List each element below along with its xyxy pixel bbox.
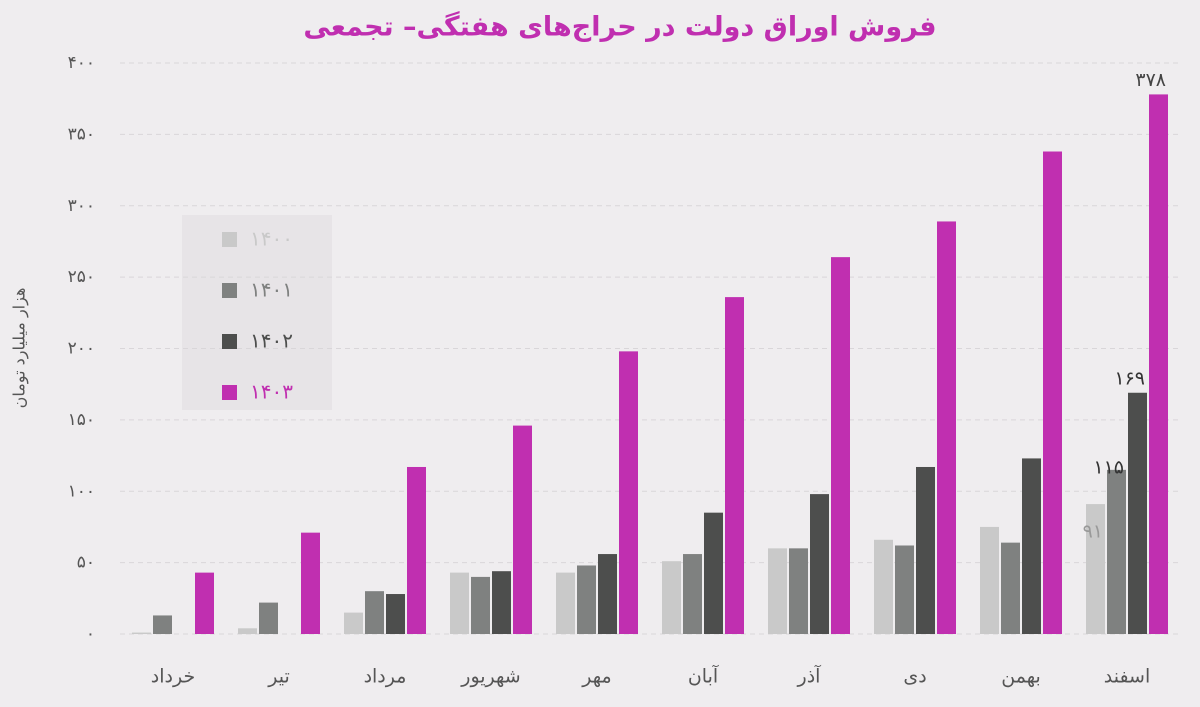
bar: [1086, 504, 1105, 634]
y-axis-label: هزار میلیارد تومان: [10, 288, 30, 409]
y-tick-label: ۴۰۰: [68, 53, 95, 73]
bar: [513, 425, 532, 634]
bar: [450, 572, 469, 634]
bar: [662, 561, 681, 634]
x-tick-label: شهریور: [460, 666, 520, 688]
y-tick-label: ۲۰۰: [68, 339, 95, 359]
bar: [704, 512, 723, 634]
bar: [259, 602, 278, 634]
y-tick-label: ۳۵۰: [68, 124, 95, 144]
bar: [301, 532, 320, 634]
legend-swatch: [222, 232, 237, 247]
bar: [916, 466, 935, 634]
legend-swatch: [222, 334, 237, 349]
bar: [768, 548, 787, 634]
y-tick-label: ۱۵۰: [68, 410, 95, 430]
legend-label: ۱۴۰۱: [250, 278, 293, 302]
bar: [407, 466, 426, 634]
bar: [1107, 469, 1126, 634]
bar: [386, 594, 405, 634]
chart-title: فروش اوراق دولت در حراج‌های هفتگی– تجمعی: [303, 11, 936, 43]
bar: [1128, 392, 1147, 634]
bar: [1001, 542, 1020, 634]
legend-label: ۱۴۰۳: [250, 380, 293, 404]
bar: [1022, 458, 1041, 634]
bar: [577, 565, 596, 634]
bar: [556, 572, 575, 634]
y-tick-label: ۵۰: [77, 553, 95, 573]
data-label: ۳۷۸: [1135, 69, 1166, 91]
bar: [344, 612, 363, 634]
legend-swatch: [222, 385, 237, 400]
bar: [132, 632, 151, 634]
bar: [153, 615, 172, 634]
bar: [810, 494, 829, 634]
bar: [895, 545, 914, 634]
data-label: ۱۶۹: [1114, 367, 1145, 389]
x-tick-label: تیر: [267, 666, 290, 688]
legend-label: ۱۴۰۲: [250, 329, 293, 353]
y-tick-label: ۲۵۰: [68, 267, 95, 287]
bar: [937, 221, 956, 634]
bar: [1043, 151, 1062, 634]
bar: [619, 351, 638, 634]
x-tick-label: مهر: [581, 666, 611, 688]
y-tick-label: ۳۰۰: [68, 196, 95, 216]
bar: [831, 257, 850, 634]
x-tick-label: آذر: [797, 664, 822, 688]
bar: [365, 591, 384, 634]
legend-swatch: [222, 283, 237, 298]
bar: [238, 628, 257, 634]
bar: [598, 554, 617, 634]
bar: [874, 539, 893, 634]
bar: [725, 297, 744, 634]
x-tick-label: خرداد: [151, 666, 195, 688]
bar: [789, 548, 808, 634]
x-tick-label: اسفند: [1104, 666, 1151, 688]
y-tick-label: ۱۰۰: [68, 481, 95, 501]
bar: [195, 572, 214, 634]
bar: [471, 576, 490, 634]
bar: [1149, 94, 1168, 634]
bar: [492, 571, 511, 634]
x-tick-label: مرداد: [364, 666, 407, 688]
bar: [980, 526, 999, 634]
x-tick-label: بهمن: [1001, 666, 1041, 688]
legend-label: ۱۴۰۰: [250, 227, 293, 251]
data-label: ۹۱: [1083, 521, 1103, 543]
y-tick-label: ۰: [86, 624, 95, 644]
x-tick-label: دی: [903, 666, 926, 688]
bar: [683, 554, 702, 634]
data-label: ۱۱۵: [1093, 456, 1124, 478]
legend-box: [182, 215, 332, 410]
x-tick-label: آبان: [688, 664, 719, 688]
